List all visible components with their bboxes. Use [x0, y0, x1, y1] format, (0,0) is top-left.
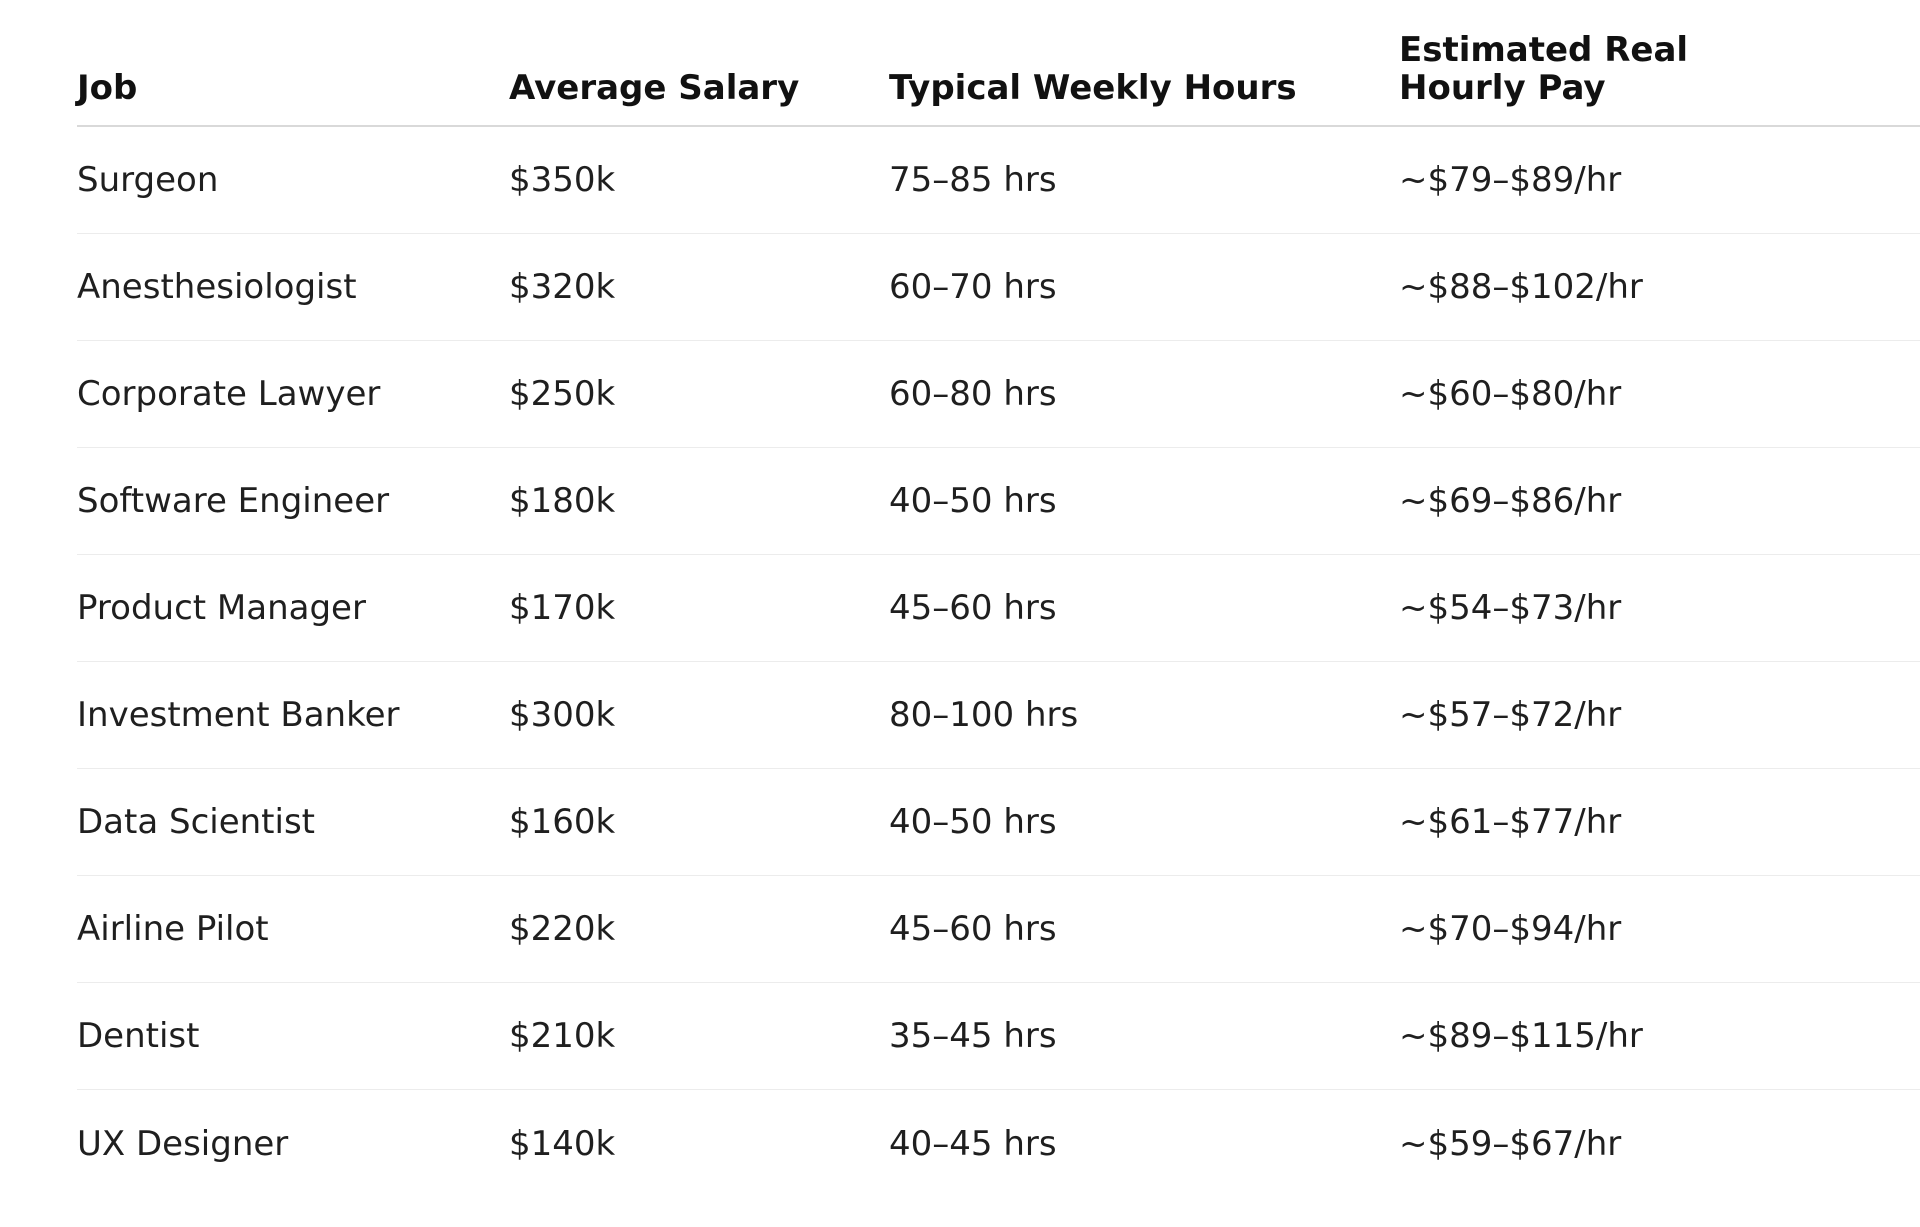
hours-cell: 45–60 hrs [889, 909, 1057, 949]
salary-cell: $210k [509, 1016, 616, 1056]
job-cell: UX Designer [77, 1123, 289, 1164]
job-cell: Software Engineer [77, 481, 390, 521]
job-cell: Product Manager [77, 588, 366, 628]
hours-cell: 40–45 hrs [889, 1123, 1057, 1164]
hours-cell: 80–100 hrs [889, 695, 1079, 735]
hours-cell: 60–80 hrs [889, 374, 1057, 414]
hours-cell: 75–85 hrs [889, 160, 1057, 200]
salary-cell: $140k [509, 1123, 616, 1164]
table-header-row: Job Average Salary Typical Weekly Hours … [77, 0, 1920, 127]
salary-cell: $350k [509, 160, 616, 200]
hourly-pay-cell: ~$59–$67/hr [1399, 1123, 1622, 1164]
table-row: Product Manager $170k 45–60 hrs ~$54–$73… [77, 555, 1920, 662]
table-row: Anesthesiologist $320k 60–70 hrs ~$88–$1… [77, 234, 1920, 341]
hours-cell: 45–60 hrs [889, 588, 1057, 628]
hourly-pay-cell: ~$60–$80/hr [1399, 374, 1622, 414]
hours-cell: 40–50 hrs [889, 802, 1057, 842]
salary-cell: $180k [509, 481, 616, 521]
hourly-pay-cell: ~$79–$89/hr [1399, 160, 1622, 200]
table-row: Airline Pilot $220k 45–60 hrs ~$70–$94/h… [77, 876, 1920, 983]
hourly-pay-cell: ~$70–$94/hr [1399, 909, 1622, 949]
job-cell: Investment Banker [77, 695, 400, 735]
column-header-average-salary: Average Salary [509, 68, 800, 108]
table-row: Data Scientist $160k 40–50 hrs ~$61–$77/… [77, 769, 1920, 876]
salary-cell: $220k [509, 909, 616, 949]
table-row: Surgeon $350k 75–85 hrs ~$79–$89/hr [77, 127, 1920, 234]
hours-cell: 35–45 hrs [889, 1016, 1057, 1056]
salary-cell: $320k [509, 267, 616, 307]
job-cell: Corporate Lawyer [77, 374, 381, 414]
salary-cell: $170k [509, 588, 616, 628]
column-header-job: Job [77, 68, 138, 108]
column-header-weekly-hours: Typical Weekly Hours [889, 68, 1297, 108]
salary-cell: $300k [509, 695, 616, 735]
job-cell: Dentist [77, 1016, 200, 1056]
table-row: UX Designer $140k 40–45 hrs ~$59–$67/hr [77, 1090, 1920, 1197]
job-cell: Airline Pilot [77, 909, 269, 949]
hourly-pay-cell: ~$61–$77/hr [1399, 802, 1622, 842]
hourly-pay-cell: ~$57–$72/hr [1399, 695, 1622, 735]
job-cell: Surgeon [77, 160, 219, 200]
hours-cell: 60–70 hrs [889, 267, 1057, 307]
job-cell: Data Scientist [77, 802, 315, 842]
job-cell: Anesthesiologist [77, 267, 357, 307]
salary-cell: $160k [509, 802, 616, 842]
salary-table: Job Average Salary Typical Weekly Hours … [77, 0, 1920, 1197]
salary-cell: $250k [509, 374, 616, 414]
table-row: Software Engineer $180k 40–50 hrs ~$69–$… [77, 448, 1920, 555]
table-row: Investment Banker $300k 80–100 hrs ~$57–… [77, 662, 1920, 769]
hourly-pay-cell: ~$88–$102/hr [1399, 267, 1643, 307]
table-row: Dentist $210k 35–45 hrs ~$89–$115/hr [77, 983, 1920, 1090]
table-row: Corporate Lawyer $250k 60–80 hrs ~$60–$8… [77, 341, 1920, 448]
column-header-hourly-pay: Estimated Real Hourly Pay [1399, 30, 1689, 108]
hourly-pay-cell: ~$69–$86/hr [1399, 481, 1622, 521]
hourly-pay-cell: ~$89–$115/hr [1399, 1016, 1643, 1056]
hourly-pay-cell: ~$54–$73/hr [1399, 588, 1622, 628]
hours-cell: 40–50 hrs [889, 481, 1057, 521]
